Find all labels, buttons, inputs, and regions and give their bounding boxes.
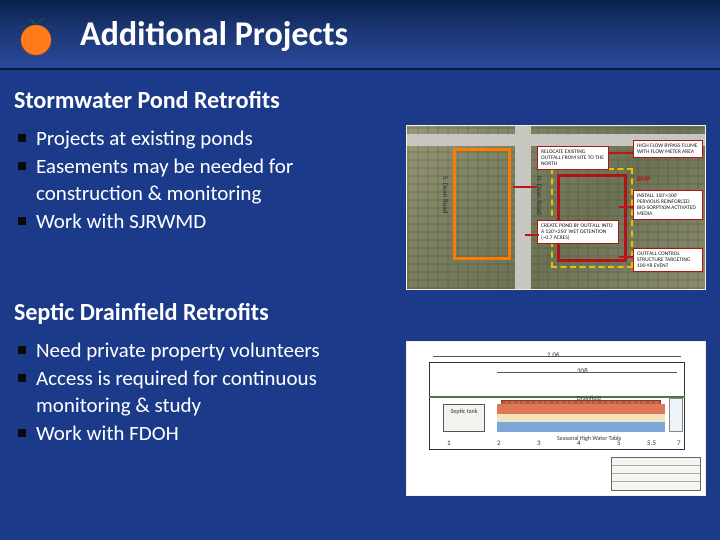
orange-logo-icon: [12, 10, 60, 58]
bullet-item: Projects at existing ponds: [18, 125, 392, 151]
callout-box: HIGH FLOW BYPASS FLUME WITH FLOW METER A…: [633, 140, 703, 158]
layer: [497, 404, 665, 414]
arrow-icon: [619, 206, 633, 208]
slide-header: Additional Projects: [0, 0, 720, 70]
arrow-icon: [513, 186, 537, 188]
section1-heading: Stormwater Pond Retrofits: [14, 86, 706, 115]
outlet-box: [669, 398, 683, 432]
tank-label: Septic tank: [451, 407, 478, 415]
ground-line: [429, 396, 685, 398]
layer-label: Seasonal High Water Table: [557, 434, 622, 442]
cs-dimension: 308: [577, 366, 588, 375]
pond-outline-a: [453, 148, 511, 260]
bmp-label: BMP: [637, 174, 651, 183]
callout-box: INSTALL 150'×300' PERVIOUS REINFORCED BI…: [633, 190, 703, 220]
figure-aerial-site-plan: S. Dean Road N. Dean Road RELOCATE EXIST…: [406, 125, 706, 290]
section1-bullets: Projects at existing ponds Easements may…: [14, 125, 392, 236]
section2-heading: Septic Drainfield Retrofits: [14, 298, 706, 327]
bullet-item: Need private property volunteers: [18, 337, 392, 363]
arrow-icon: [609, 152, 633, 154]
section2-row: Need private property volunteers Access …: [14, 337, 706, 496]
bullet-item: Work with SJRWMD: [18, 208, 392, 234]
bullet-item: Access is required for continuous monito…: [18, 365, 392, 418]
section2-bullets: Need private property volunteers Access …: [14, 337, 392, 448]
callout-box: CREATE POND BY OUTFALL INTO A 120'×250' …: [537, 220, 619, 244]
road-label: N. Dean Road: [535, 176, 544, 215]
drawing-title-block: [611, 457, 701, 491]
cs-dimension: 2.06: [547, 350, 559, 359]
layer: [497, 422, 665, 432]
figure-septic-cross-section: 2.06 308 Septic tank Drainfield Seasonal…: [406, 341, 706, 496]
road: [515, 126, 531, 290]
arrow-icon: [619, 256, 633, 258]
x-tick: 4: [577, 438, 581, 447]
x-tick: 7: [677, 438, 681, 447]
callout-box: OUTFALL CONTROL STRUCTURE TARGETING 100-…: [633, 248, 703, 272]
layer-label: Drainfield: [577, 394, 601, 402]
x-tick: 5: [617, 438, 621, 447]
x-tick: 5.5: [647, 438, 656, 447]
section1-row: Projects at existing ponds Easements may…: [14, 125, 706, 290]
layer: [497, 414, 665, 422]
bullet-item: Easements may be needed for construction…: [18, 153, 392, 206]
pond-outline-b: [557, 174, 627, 262]
septic-tank: Septic tank: [443, 404, 485, 432]
dim-line: [497, 372, 677, 373]
slide-content: Stormwater Pond Retrofits Projects at ex…: [0, 70, 720, 496]
x-tick: 3: [537, 438, 541, 447]
x-tick: 1: [447, 438, 451, 447]
dim-line: [433, 356, 681, 357]
arrow-icon: [525, 234, 539, 236]
bullet-item: Work with FDOH: [18, 420, 392, 446]
slide-title: Additional Projects: [80, 14, 348, 55]
x-tick: 2: [497, 438, 501, 447]
road-label: S. Dean Road: [441, 176, 450, 213]
callout-box: RELOCATE EXISTING OUTFALL FROM SITE TO T…: [537, 146, 609, 170]
